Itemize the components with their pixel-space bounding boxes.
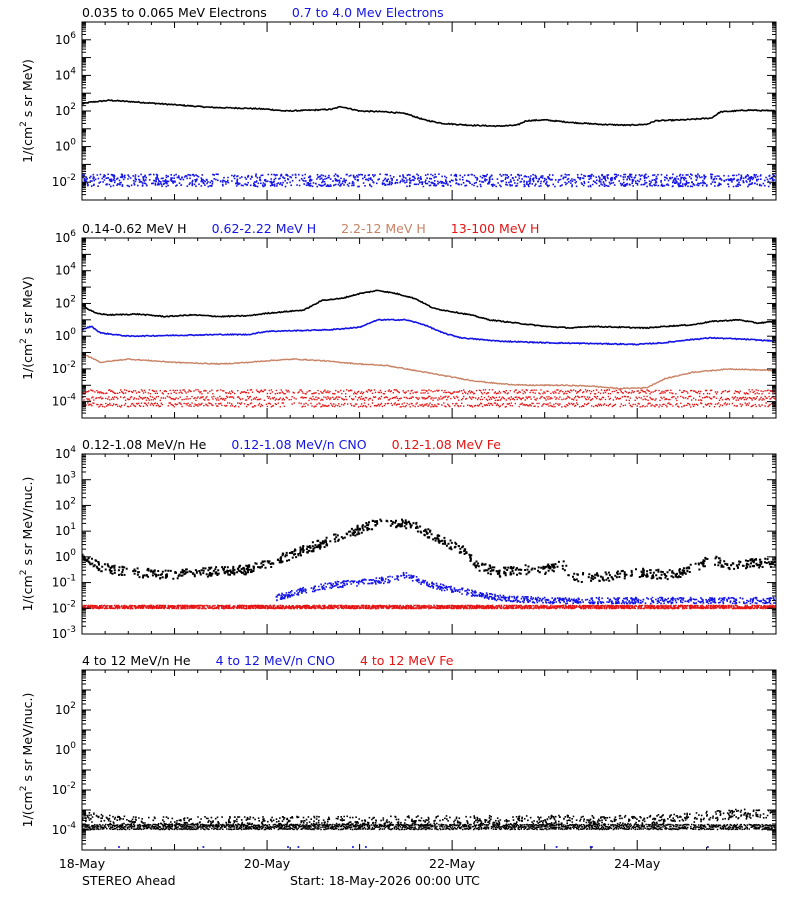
series-band bbox=[82, 389, 776, 408]
y-axis-label: 1/(cm2 s sr MeV/nuc.) bbox=[19, 693, 35, 828]
legend-entry: 13-100 MeV H bbox=[426, 221, 540, 236]
x-ticks bbox=[81, 454, 777, 634]
legend-entry: 0.7 to 4.0 Mev Electrons bbox=[267, 5, 444, 20]
legend-entry: 4 to 12 MeV Fe bbox=[335, 653, 454, 668]
series-line bbox=[82, 318, 776, 346]
footer-start-time: Start: 18-May-2026 00:00 UTC bbox=[290, 873, 480, 888]
data-layer bbox=[82, 518, 776, 610]
series-line bbox=[82, 353, 776, 390]
x-tick-label: 22-May bbox=[429, 856, 476, 871]
series-points bbox=[82, 518, 776, 583]
panel-2: 0.14-0.62 MeV H 0.62-2.22 MeV H 2.2-12 M… bbox=[19, 221, 777, 419]
y-tick-label: 100 bbox=[55, 741, 76, 757]
series-line bbox=[82, 289, 776, 330]
legend-entry: 2.2-12 MeV H bbox=[316, 221, 426, 236]
y-tick-label: 102 bbox=[55, 294, 76, 310]
x-tick-label: 18-May bbox=[59, 856, 106, 871]
panel-frame bbox=[81, 237, 777, 419]
y-tick-label: 10-4 bbox=[52, 393, 77, 409]
series-sparse bbox=[118, 846, 709, 848]
panel-1: 0.035 to 0.065 MeV Electrons 0.7 to 4.0 … bbox=[19, 5, 777, 201]
y-tick-label: 10-3 bbox=[52, 625, 76, 641]
legend-entry: 0.035 to 0.065 MeV Electrons bbox=[82, 5, 267, 20]
y-tick-label: 100 bbox=[55, 548, 76, 564]
y-tick-label: 106 bbox=[55, 229, 76, 245]
legend-entry: 4 to 12 MeV/n He bbox=[82, 653, 191, 668]
y-tick-label: 10-1 bbox=[52, 574, 76, 590]
y-axis-label: 1/(cm2 s sr MeV) bbox=[19, 276, 35, 380]
series-points bbox=[82, 173, 776, 188]
panel-frame bbox=[81, 21, 777, 201]
y-tick-label: 100 bbox=[55, 327, 76, 343]
y-ticks bbox=[82, 453, 776, 635]
legend-entry: 0.14-0.62 MeV H bbox=[82, 221, 187, 236]
legend: 0.14-0.62 MeV H 0.62-2.22 MeV H 2.2-12 M… bbox=[82, 221, 539, 236]
y-tick-label: 102 bbox=[55, 701, 76, 717]
legend-entry: 0.12-1.08 MeV Fe bbox=[367, 437, 502, 452]
legend-entry: 0.62-2.22 MeV H bbox=[187, 221, 317, 236]
y-tick-label: 103 bbox=[55, 471, 76, 487]
y-tick-label: 102 bbox=[55, 102, 76, 118]
legend-entry: 4 to 12 MeV/n CNO bbox=[191, 653, 336, 668]
y-tick-label: 10-2 bbox=[52, 781, 76, 797]
y-tick-label: 101 bbox=[55, 522, 76, 538]
legend: 0.12-1.08 MeV/n He 0.12-1.08 MeV/n CNO 0… bbox=[82, 437, 501, 452]
legend-entry: 0.12-1.08 MeV/n CNO bbox=[206, 437, 366, 452]
x-ticks bbox=[81, 22, 777, 200]
legend: 4 to 12 MeV/n He 4 to 12 MeV/n CNO 4 to … bbox=[82, 653, 454, 668]
panel-4: 4 to 12 MeV/n He 4 to 12 MeV/n CNO 4 to … bbox=[19, 653, 777, 851]
legend-entry: 0.12-1.08 MeV/n He bbox=[82, 437, 207, 452]
panel-3: 0.12-1.08 MeV/n He 0.12-1.08 MeV/n CNO 0… bbox=[19, 437, 777, 641]
series-points bbox=[275, 571, 776, 605]
series-line bbox=[82, 99, 776, 128]
x-tick-label: 20-May bbox=[244, 856, 291, 871]
x-tick-label: 24-May bbox=[614, 856, 661, 871]
y-tick-label: 10-2 bbox=[52, 173, 76, 189]
y-tick-label: 10-4 bbox=[52, 821, 77, 837]
y-tick-label: 10-2 bbox=[52, 599, 76, 615]
x-ticks bbox=[81, 670, 777, 850]
y-tick-label: 104 bbox=[55, 262, 76, 278]
y-ticks bbox=[82, 669, 776, 851]
y-axis-label: 1/(cm2 s sr MeV) bbox=[19, 59, 35, 163]
y-tick-label: 104 bbox=[55, 66, 76, 82]
y-tick-label: 100 bbox=[55, 138, 76, 154]
y-tick-label: 104 bbox=[55, 445, 76, 461]
data-layer bbox=[82, 99, 776, 188]
x-ticks bbox=[81, 238, 777, 418]
y-ticks bbox=[82, 237, 776, 419]
series-band bbox=[82, 604, 776, 610]
series-band bbox=[82, 823, 776, 831]
y-tick-label: 106 bbox=[55, 31, 76, 47]
series-points bbox=[82, 808, 773, 828]
y-ticks bbox=[82, 21, 776, 201]
y-tick-label: 102 bbox=[55, 496, 76, 512]
y-axis-label: 1/(cm2 s sr MeV/nuc.) bbox=[19, 477, 35, 612]
data-layer bbox=[82, 808, 776, 848]
footer-spacecraft: STEREO Ahead bbox=[82, 873, 176, 888]
y-tick-label: 10-2 bbox=[52, 360, 76, 376]
legend: 0.035 to 0.065 MeV Electrons 0.7 to 4.0 … bbox=[82, 5, 444, 20]
data-layer bbox=[82, 289, 776, 408]
